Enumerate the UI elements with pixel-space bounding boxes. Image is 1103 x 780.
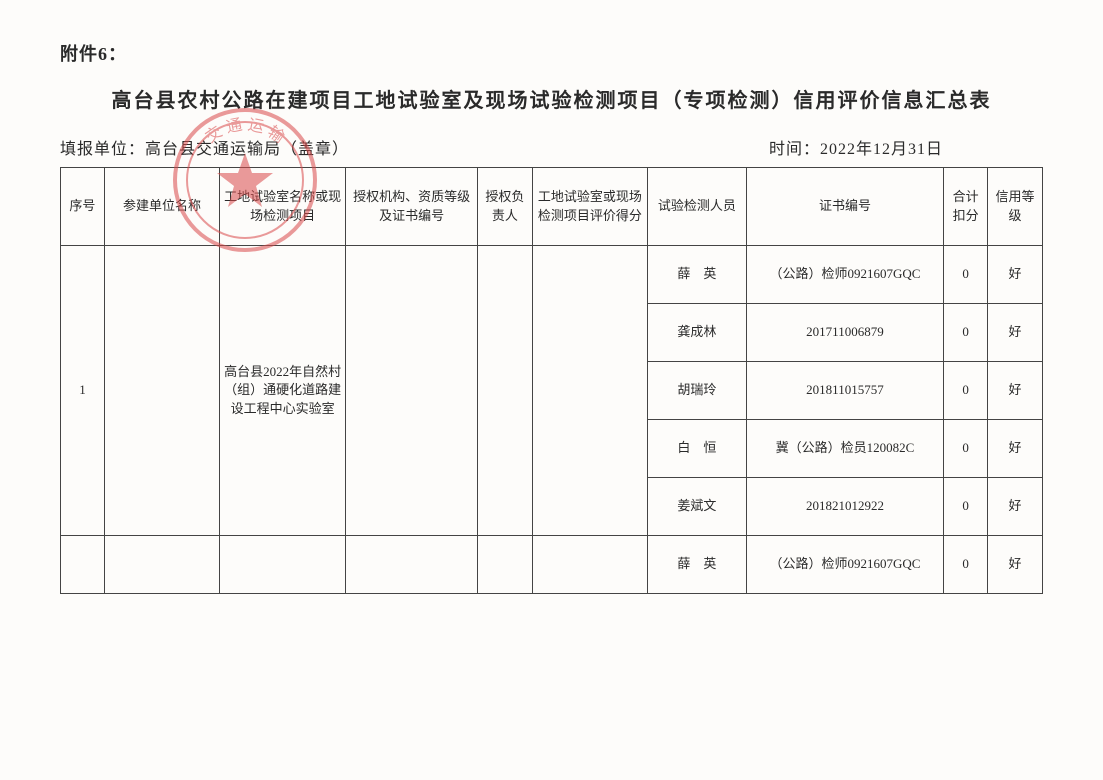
cell-unit [104,536,219,594]
time-label: 时间： [769,141,820,158]
cell-seq [61,536,105,594]
cell-cert: （公路）检师0921607GQC [746,536,943,594]
col-auth: 授权机构、资质等级及证书编号 [346,168,478,246]
cell-grade: 好 [988,246,1043,304]
col-unit: 参建单位名称 [104,168,219,246]
cell-deduct: 0 [944,478,988,536]
cell-person: 薛 英 [647,246,746,304]
report-time: 时间：2022年12月31日 [769,135,1043,159]
cell-person: 薛 英 [647,536,746,594]
table-header-row: 序号 参建单位名称 工地试验室名称或现场检测项目 授权机构、资质等级及证书编号 … [61,168,1043,246]
col-resp: 授权负责人 [477,168,532,246]
cell-deduct: 0 [944,420,988,478]
cell-score [532,536,647,594]
cell-deduct: 0 [944,536,988,594]
cell-grade: 好 [988,304,1043,362]
col-deduct: 合计扣分 [944,168,988,246]
cell-cert: 冀（公路）检员120082C [746,420,943,478]
cell-grade: 好 [988,478,1043,536]
table-row: 薛 英 （公路）检师0921607GQC 0 好 [61,536,1043,594]
col-seq: 序号 [61,168,105,246]
cell-unit [104,246,219,536]
cell-person: 龚成林 [647,304,746,362]
time-value: 2022年12月31日 [820,141,943,158]
cell-cert: 201811015757 [746,362,943,420]
cell-deduct: 0 [944,246,988,304]
cell-lab: 高台县2022年自然村（组）通硬化道路建设工程中心实验室 [220,246,346,536]
meta-row: 填报单位：高台县交通运输局（盖章） 时间：2022年12月31日 [60,135,1043,159]
cell-cert: 201821012922 [746,478,943,536]
cell-grade: 好 [988,536,1043,594]
cell-grade: 好 [988,420,1043,478]
fill-unit: 填报单位：高台县交通运输局（盖章） [60,135,349,159]
col-grade: 信用等级 [988,168,1043,246]
cell-auth [346,246,478,536]
col-lab: 工地试验室名称或现场检测项目 [220,168,346,246]
cell-auth [346,536,478,594]
cell-person: 白 恒 [647,420,746,478]
credit-evaluation-table: 序号 参建单位名称 工地试验室名称或现场检测项目 授权机构、资质等级及证书编号 … [60,167,1043,594]
cell-score [532,246,647,536]
cell-person: 姜斌文 [647,478,746,536]
cell-seq: 1 [61,246,105,536]
col-person: 试验检测人员 [647,168,746,246]
cell-resp [477,536,532,594]
col-score: 工地试验室或现场检测项目评价得分 [532,168,647,246]
cell-lab [220,536,346,594]
cell-cert: 201711006879 [746,304,943,362]
cell-cert: （公路）检师0921607GQC [746,246,943,304]
fill-unit-label: 填报单位： [60,141,145,158]
cell-grade: 好 [988,362,1043,420]
cell-deduct: 0 [944,362,988,420]
attachment-label: 附件6： [60,40,1043,66]
page-title: 高台县农村公路在建项目工地试验室及现场试验检测项目（专项检测）信用评价信息汇总表 [60,84,1043,113]
table-row: 1 高台县2022年自然村（组）通硬化道路建设工程中心实验室 薛 英 （公路）检… [61,246,1043,304]
cell-resp [477,246,532,536]
col-cert: 证书编号 [746,168,943,246]
cell-deduct: 0 [944,304,988,362]
cell-person: 胡瑞玲 [647,362,746,420]
fill-unit-value: 高台县交通运输局（盖章） [145,141,349,158]
